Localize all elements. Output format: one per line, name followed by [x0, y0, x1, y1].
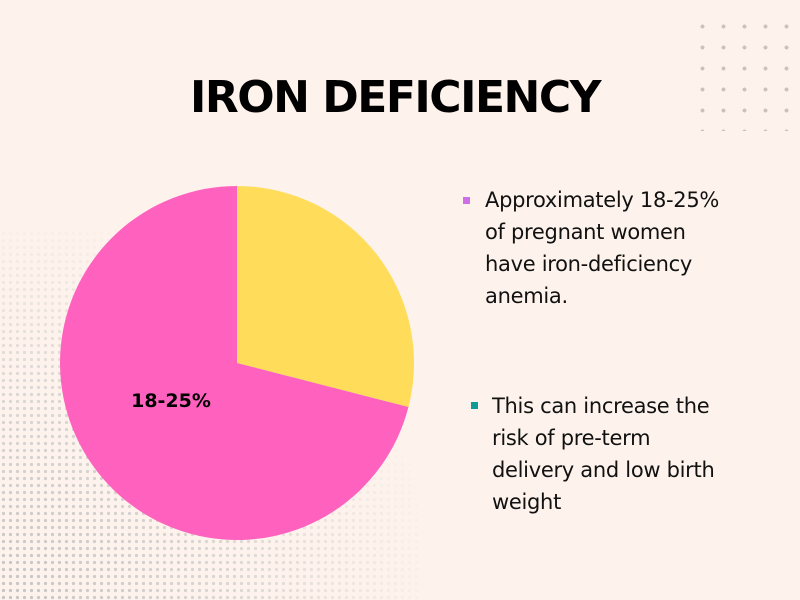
pie-slice-iron-deficiency [59, 186, 409, 540]
pie-label-iron-deficiency: 18-25% [131, 390, 211, 412]
bullet-2-text: This can increase the risk of pre-term d… [492, 390, 715, 518]
bullet-line: delivery and low birth [492, 458, 715, 482]
bullet-line: This can increase the [492, 394, 710, 418]
bullet-line: risk of pre-term [492, 426, 651, 450]
bullet-line: of pregnant women [485, 220, 686, 244]
pie-slice-other [237, 186, 414, 408]
bullet-marker-icon [463, 197, 470, 204]
bullet-1-text: Approximately 18-25% of pregnant women h… [485, 184, 719, 312]
bullet-line: have iron-deficiency [485, 252, 693, 276]
bullet-line: weight [492, 490, 562, 514]
bullet-line: anemia. [485, 284, 568, 308]
slide-title: IRON DEFICIENCY [189, 72, 602, 123]
dot-grid-decoration [692, 16, 792, 131]
bullet-line: Approximately 18-25% [485, 188, 720, 212]
bullet-marker-icon [471, 402, 478, 409]
